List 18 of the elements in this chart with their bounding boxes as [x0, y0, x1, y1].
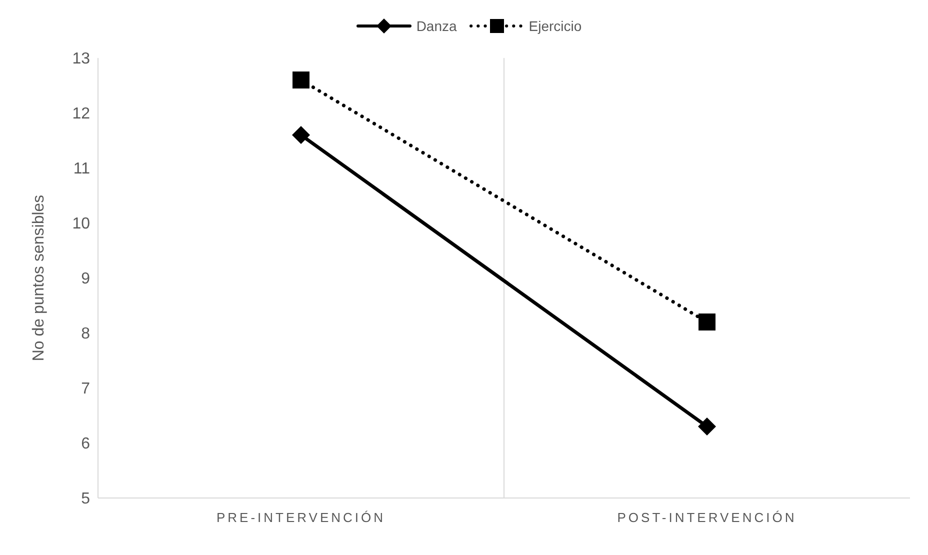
point [698, 314, 716, 330]
legend-label: Ejercicio [528, 18, 582, 34]
x-tick-label: POST-INTERVENCIÓN [617, 510, 797, 525]
point [698, 418, 716, 436]
point [292, 72, 310, 88]
point [292, 126, 310, 144]
y-tick-label: 6 [81, 436, 90, 453]
y-tick-label: 8 [81, 326, 90, 343]
y-tick-label: 5 [81, 490, 90, 508]
y-tick-label: 13 [72, 50, 90, 68]
y-tick-label: 10 [72, 216, 90, 233]
y-tick-label: 7 [81, 380, 90, 398]
y-tick-label: 9 [81, 270, 90, 288]
y-tick-label: 11 [73, 160, 90, 178]
y-axis-title: No de puntos sensibles [30, 194, 48, 362]
legend-label: Danza [416, 18, 457, 34]
y-tick-label: 12 [72, 106, 90, 123]
x-tick-label: PRE-INTERVENCIÓN [216, 510, 386, 525]
